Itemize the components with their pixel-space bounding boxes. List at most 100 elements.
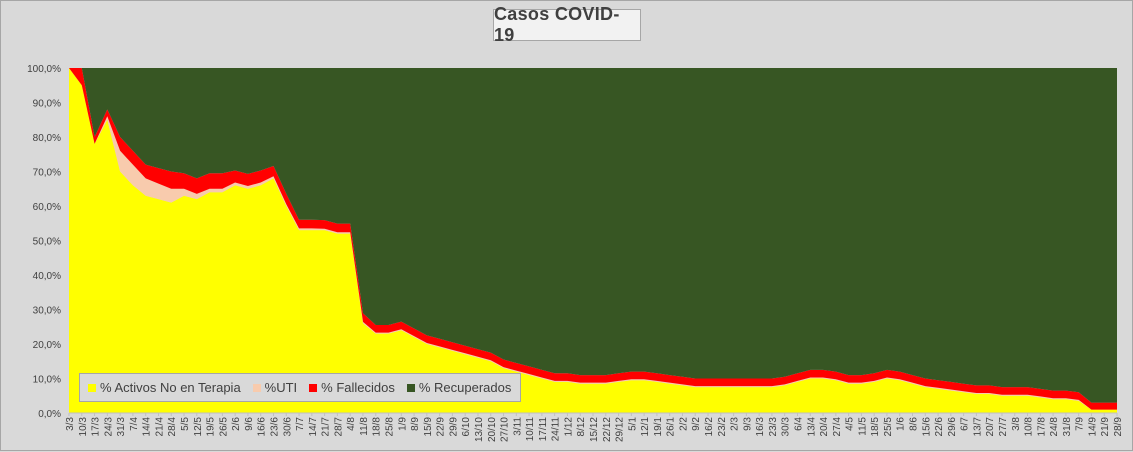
x-tick-label: 17/8 [1036,417,1047,437]
x-tick-label: 30/3 [781,417,792,437]
y-tick-label: 100,0% [27,64,61,75]
x-tick-label: 28/7 [333,417,344,437]
y-tick-label: 30,0% [33,306,61,317]
x-tick-label: 23/6 [269,417,280,437]
x-tick-label: 2/2 [678,417,689,431]
y-tick-label: 40,0% [33,271,61,282]
x-tick-label: 3/3 [65,417,76,431]
x-tick-label: 13/4 [806,417,817,437]
y-tick-label: 80,0% [33,133,61,144]
x-tick-label: 16/6 [257,417,268,437]
x-tick-label: 27/10 [500,417,511,442]
x-tick-label: 1/6 [896,417,907,431]
y-tick-label: 10,0% [33,375,61,386]
x-tick-label: 26/5 [218,417,229,437]
x-tick-label: 15/9 [423,417,434,437]
chart-legend: % Activos No en Terapia %UTI % Fallecido… [79,373,521,402]
x-tick-label: 28/4 [167,417,178,437]
x-tick-label: 31/8 [1062,417,1073,437]
x-tick-label: 8/12 [576,417,587,437]
x-tick-label: 29/6 [947,417,958,437]
x-tick-label: 1/9 [397,417,408,431]
x-tick-label: 22/12 [602,417,613,442]
x-tick-label: 6/4 [793,417,804,431]
x-tick-label: 20/10 [487,417,498,442]
legend-label-uti: %UTI [264,380,298,395]
x-tick-label: 6/10 [461,417,472,437]
y-tick-label: 50,0% [33,237,61,248]
x-tick-label: 21/9 [1100,417,1111,437]
x-tick-label: 19/5 [206,417,217,437]
x-tick-label: 3/8 [1011,417,1022,431]
x-tick-label: 20/7 [985,417,996,437]
legend-swatch-activos [88,383,96,392]
x-tick-label: 21/4 [154,417,165,437]
x-tick-label: 4/8 [346,417,357,431]
x-tick-label: 11/8 [359,417,370,436]
x-tick-label: 10/11 [525,417,536,442]
x-tick-label: 26/1 [666,417,677,437]
x-tick-label: 17/3 [91,417,102,437]
x-tick-label: 22/9 [436,417,447,437]
x-tick-label: 6/7 [960,417,971,431]
x-tick-label: 14/9 [1087,417,1098,437]
x-tick-label: 25/5 [883,417,894,437]
x-tick-label: 29/12 [615,417,626,442]
x-tick-label: 16/3 [755,417,766,437]
x-tick-label: 24/8 [1049,417,1060,437]
x-tick-label: 22/6 [934,417,945,437]
x-tick-label: 23/3 [768,417,779,437]
x-tick-label: 16/2 [704,417,715,437]
x-tick-label: 24/3 [103,417,114,437]
x-tick-label: 10/3 [78,417,89,437]
x-tick-label: 15/6 [921,417,932,437]
x-tick-label: 30/6 [282,417,293,437]
legend-swatch-fallecidos [309,383,318,392]
x-tick-label: 4/5 [845,417,856,431]
x-tick-label: 5/5 [180,417,191,431]
y-tick-label: 0,0% [38,409,61,420]
x-tick-label: 1/12 [563,417,574,437]
x-tick-label: 31/3 [116,417,127,437]
x-tick-label: 7/7 [295,417,306,431]
y-tick-label: 90,0% [33,99,61,110]
x-tick-label: 29/9 [448,417,459,437]
y-tick-label: 60,0% [33,202,61,213]
x-tick-label: 10/8 [1024,417,1035,437]
legend-label-recuperados: % Recuperados [418,380,512,395]
y-tick-label: 70,0% [33,168,61,179]
legend-label-fallecidos: % Fallecidos [321,380,395,395]
x-tick-label: 24/11 [551,417,562,442]
x-tick-label: 27/4 [832,417,843,437]
x-tick-label: 14/7 [308,417,319,437]
series-area-0 [69,68,1117,413]
legend-item-uti: %UTI [252,380,298,395]
x-tick-label: 9/3 [742,417,753,431]
x-tick-label: 9/6 [244,417,255,431]
x-tick-label: 2/6 [231,417,242,431]
legend-label-activos: % Activos No en Terapia [100,380,241,395]
x-tick-label: 7/4 [129,417,140,431]
x-tick-label: 25/8 [385,417,396,437]
series-area-3 [69,68,1117,403]
x-tick-label: 5/1 [627,417,638,431]
x-tick-label: 18/5 [870,417,881,437]
legend-item-recuperados: % Recuperados [406,380,512,395]
x-tick-label: 20/4 [819,417,830,437]
x-tick-label: 19/1 [653,417,664,437]
x-tick-label: 21/7 [321,417,332,437]
x-tick-label: 14/4 [142,417,153,437]
legend-swatch-recuperados [406,383,415,392]
x-tick-label: 8/9 [410,417,421,431]
x-tick-label: 13/7 [972,417,983,437]
x-tick-label: 18/8 [372,417,383,437]
x-tick-label: 7/9 [1075,417,1086,431]
legend-item-fallecidos: % Fallecidos [309,380,395,395]
y-tick-label: 20,0% [33,340,61,351]
x-tick-label: 2/3 [730,417,741,431]
x-tick-label: 3/11 [512,417,523,436]
chart-title: Casos COVID-19 [493,4,641,45]
legend-item-activos: % Activos No en Terapia [88,380,241,395]
